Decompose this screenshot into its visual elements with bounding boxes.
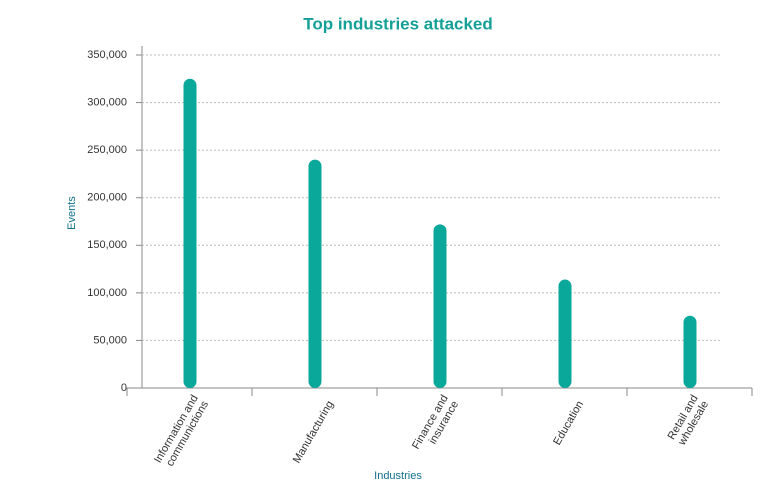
y-tick-label: 350,000 (87, 49, 127, 61)
y-tick-label: 150,000 (87, 239, 127, 251)
bar (558, 279, 572, 388)
bar (308, 159, 322, 388)
y-tick-label: 100,000 (87, 287, 127, 299)
bar (183, 78, 197, 389)
chart-title: Top industries attacked (303, 14, 493, 33)
x-axis-label: Industries (374, 470, 422, 482)
y-tick-label: 300,000 (87, 96, 127, 108)
x-tick-label-line: Education (551, 399, 586, 447)
y-tick-label: 50,000 (93, 334, 127, 346)
bar (683, 315, 697, 388)
bar (433, 224, 447, 388)
x-tick-label-line: Manufacturing (291, 399, 336, 465)
x-tick-label: Education (551, 399, 586, 447)
x-tick-label: Manufacturing (291, 399, 336, 465)
y-tick-label: 200,000 (87, 192, 127, 204)
y-tick-label: 250,000 (87, 144, 127, 156)
y-tick-label: 0 (121, 382, 127, 394)
y-axis-label: Events (66, 196, 78, 230)
